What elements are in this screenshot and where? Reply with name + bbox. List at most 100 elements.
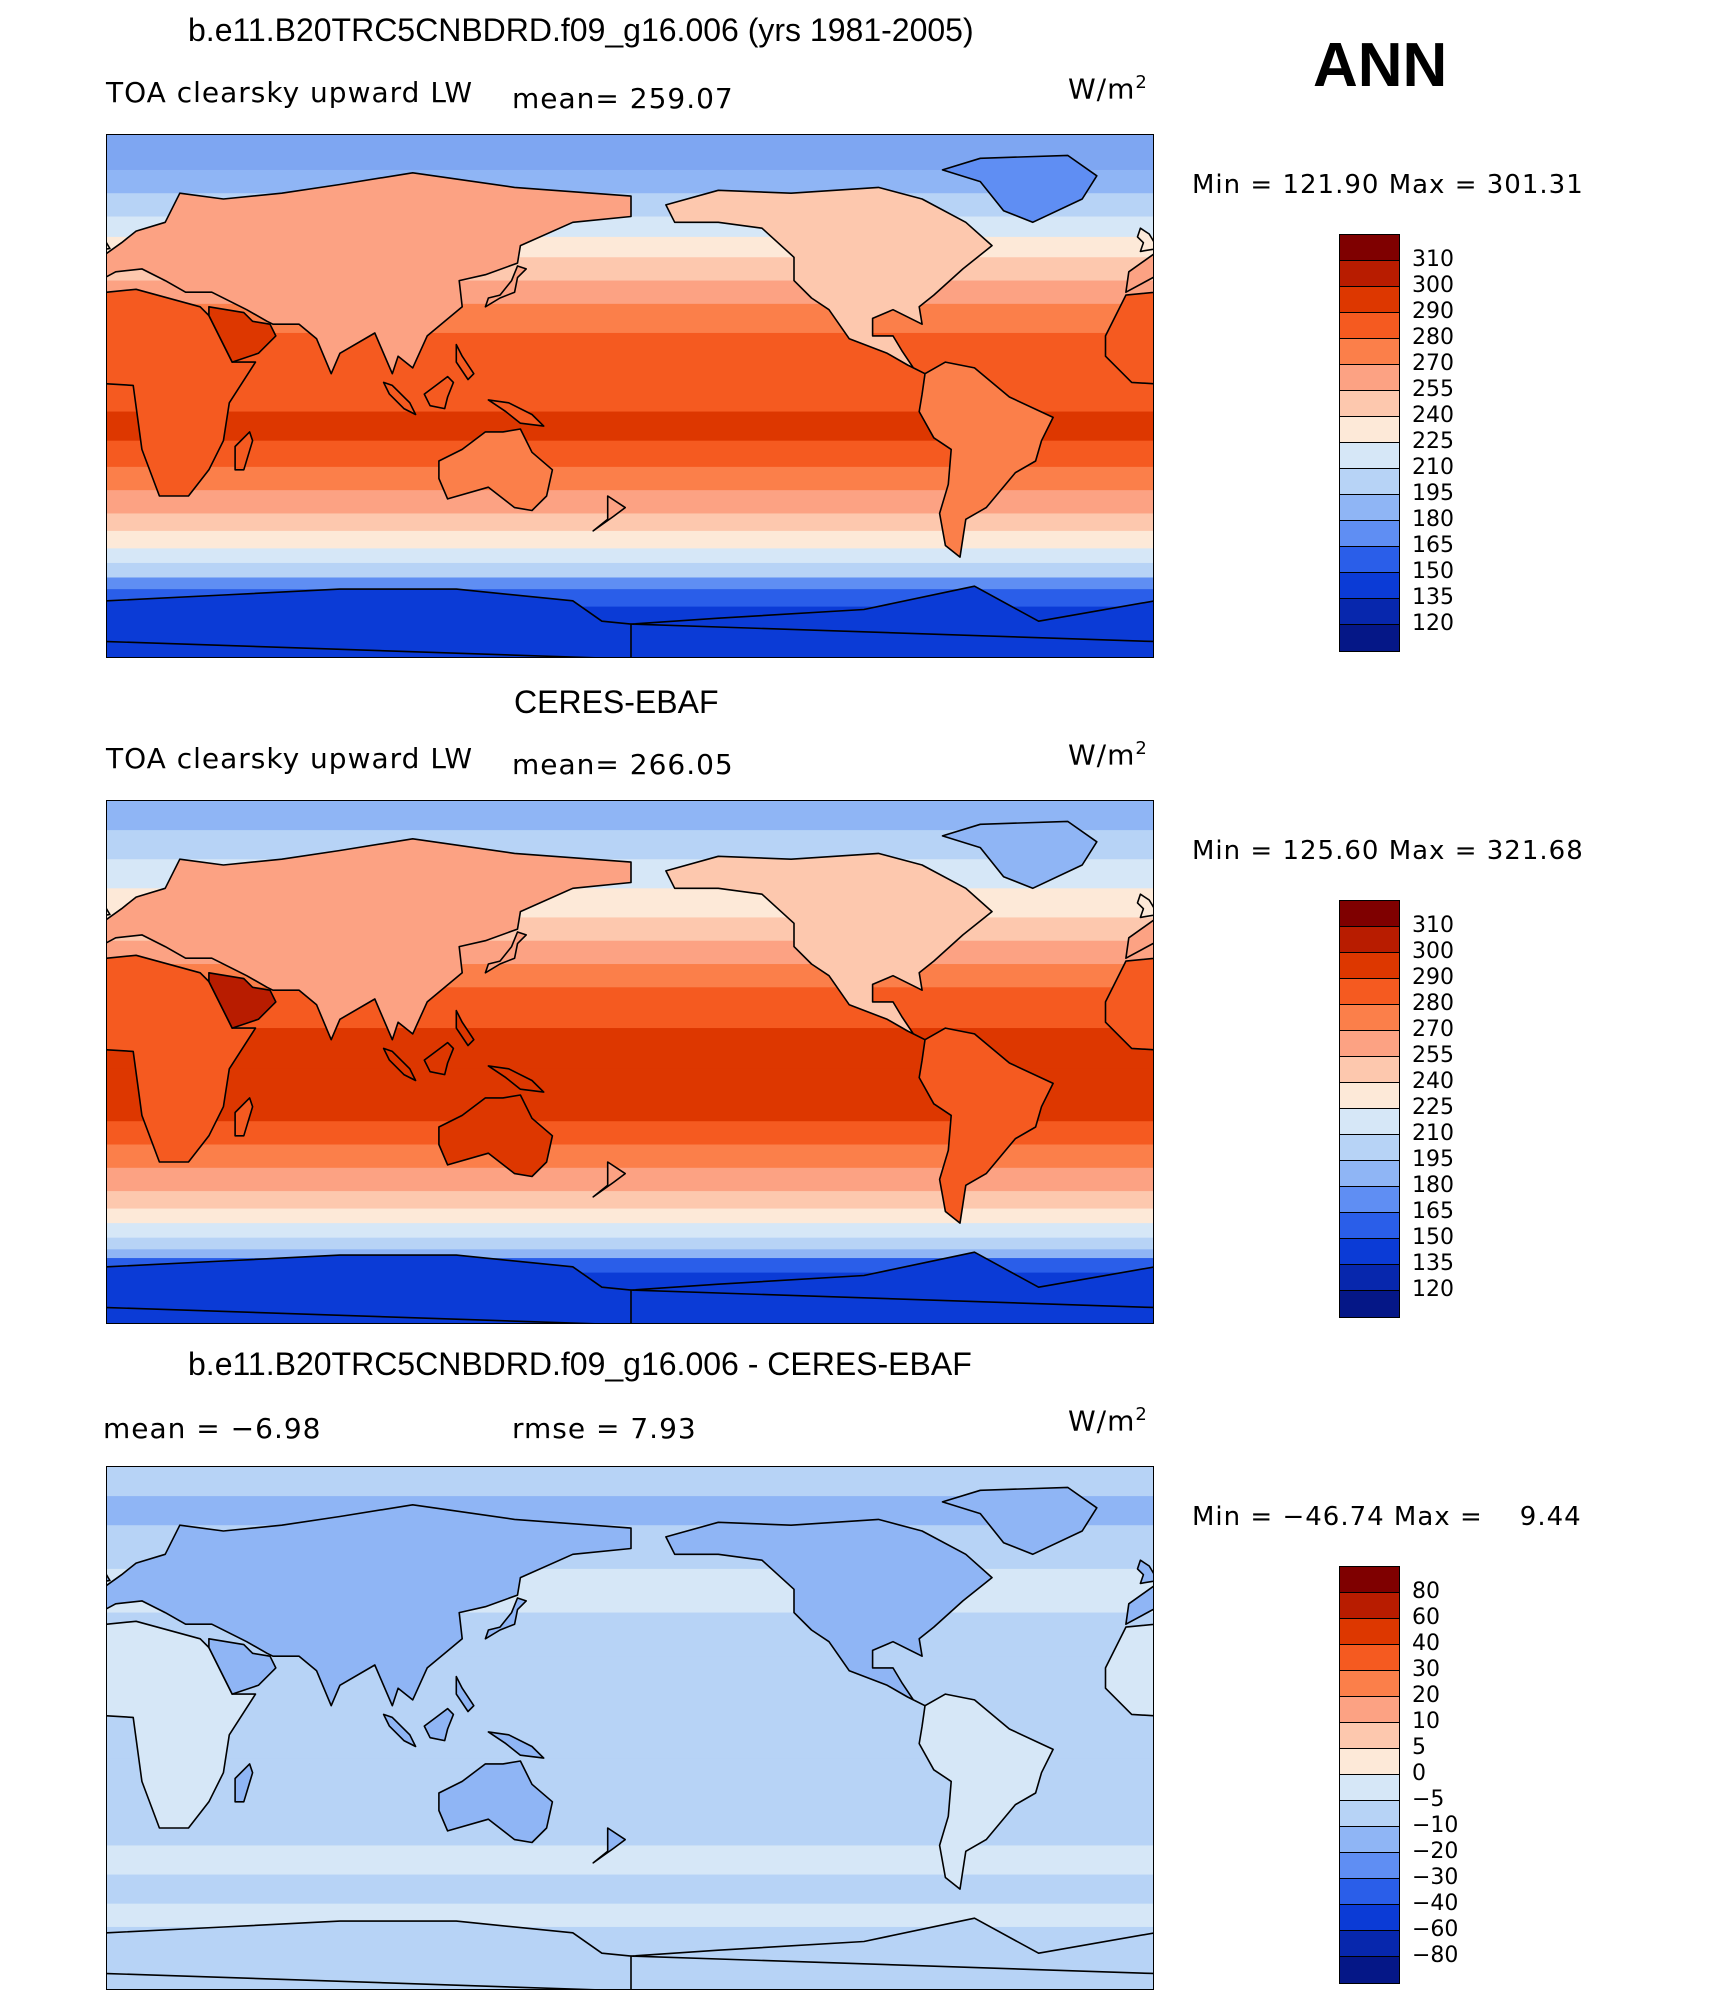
colorbar-swatch <box>1340 365 1399 391</box>
panel-1-mean: mean= 259.07 <box>512 82 734 115</box>
colorbar-swatch <box>1340 1187 1399 1213</box>
colorbar-swatch <box>1340 521 1399 547</box>
colorbar-swatch <box>1340 1905 1399 1931</box>
panel-3-rmse: rmse = 7.93 <box>512 1412 697 1445</box>
coastline-australia <box>438 1094 554 1178</box>
panel-1-map-svg <box>107 135 1153 657</box>
colorbar-swatch <box>1340 979 1399 1005</box>
colorbar-tick-label: 135 <box>1412 1251 1454 1276</box>
panel-2-minmax: Min = 125.60 Max = 321.68 <box>1192 836 1584 866</box>
coastline-namerica <box>665 186 993 375</box>
coastline-japan <box>484 1597 528 1640</box>
coastline-uk <box>1136 893 1153 919</box>
colorbar-swatch <box>1340 927 1399 953</box>
field-band <box>107 1191 1153 1210</box>
coastline-eurasia <box>107 837 632 1041</box>
coastline-antarctica <box>630 585 1153 643</box>
coastline-antarctica <box>107 1920 632 1989</box>
colorbar-swatch <box>1340 1619 1399 1645</box>
coastline-africa <box>1104 1623 1153 1717</box>
coastline-newzealand <box>592 1161 627 1198</box>
colorbar-tick-label: −30 <box>1412 1865 1459 1890</box>
coastline-antarctica <box>630 1917 1153 1975</box>
colorbar-tick-label: 150 <box>1412 559 1454 584</box>
colorbar-swatch <box>1340 1161 1399 1187</box>
colorbar-swatch <box>1340 1957 1399 1983</box>
colorbar-tick-label: 180 <box>1412 1173 1454 1198</box>
season-label: ANN <box>1313 31 1448 100</box>
coastline-samerica <box>918 361 1054 558</box>
colorbar-swatch <box>1340 313 1399 339</box>
colorbar-tick-label: 225 <box>1412 429 1454 454</box>
colorbar-tick-label: 150 <box>1412 1225 1454 1250</box>
coastline-namerica <box>665 1518 993 1707</box>
colorbar-swatch <box>1340 287 1399 313</box>
coastline-samerica <box>918 1693 1054 1890</box>
colorbar-swatch <box>1340 1931 1399 1957</box>
colorbar-swatch <box>1340 599 1399 625</box>
colorbar-swatch <box>1340 417 1399 443</box>
colorbar-swatch <box>1340 1005 1399 1031</box>
panel-1-title: b.e11.B20TRC5CNBDRD.f09_g16.006 (yrs 198… <box>188 12 974 48</box>
colorbar-swatch <box>1340 1879 1399 1905</box>
field-band <box>107 1223 1153 1239</box>
panel-2-title: CERES-EBAF <box>514 684 719 720</box>
coastline-madagascar <box>234 431 254 471</box>
coastline-africa <box>1104 291 1153 385</box>
panel-3-minmax: Min = −46.74 Max = 9.44 <box>1192 1502 1582 1532</box>
panel-3-mean: mean = −6.98 <box>103 1412 322 1445</box>
panel-3-map <box>106 1466 1154 1990</box>
colorbar-tick-label: −60 <box>1412 1917 1459 1942</box>
colorbar-tick-label: −5 <box>1412 1787 1445 1812</box>
coastline-japan <box>484 265 528 308</box>
colorbar-swatch <box>1340 573 1399 599</box>
colorbar-swatch <box>1340 1265 1399 1291</box>
colorbar-tick-label: 5 <box>1412 1735 1426 1760</box>
colorbar-tick-label: 210 <box>1412 1121 1454 1146</box>
coastline-newguinea <box>487 1731 545 1759</box>
colorbar-tick-label: 210 <box>1412 455 1454 480</box>
colorbar-tick-label: 255 <box>1412 377 1454 402</box>
panel-1-minmax: Min = 121.90 Max = 301.31 <box>1192 170 1584 200</box>
colorbar-swatch <box>1340 1291 1399 1317</box>
field-band <box>107 466 1153 491</box>
colorbar-swatch <box>1340 1239 1399 1265</box>
coastline-madagascar <box>234 1097 254 1137</box>
field-band <box>107 987 1153 1029</box>
coastline-borneo <box>423 375 455 410</box>
field-band <box>107 1121 1153 1146</box>
coastline-antarctica <box>107 588 632 657</box>
colorbar-swatch <box>1340 391 1399 417</box>
coastline-eurasia <box>1125 1585 1153 1625</box>
panel-1-units: W/m2 <box>1068 72 1148 106</box>
coastline-japan <box>484 931 528 974</box>
coastline-australia <box>438 1760 554 1844</box>
colorbar-tick-label: 30 <box>1412 1657 1440 1682</box>
colorbar-swatch <box>1340 261 1399 287</box>
field-band <box>107 1903 1153 1928</box>
colorbar-swatch <box>1340 1593 1399 1619</box>
coastline-uk <box>1136 227 1153 253</box>
colorbar-swatch <box>1340 235 1399 261</box>
colorbar-swatch <box>1340 443 1399 469</box>
coastline-greenland <box>941 820 1098 890</box>
coastline-borneo <box>423 1707 455 1742</box>
colorbar-tick-label: 310 <box>1412 247 1454 272</box>
coastline-samerica <box>918 1027 1054 1224</box>
coastline-eurasia <box>107 171 632 375</box>
coastline-arabia <box>208 306 277 363</box>
field-band <box>107 530 1153 549</box>
field-band <box>107 513 1153 532</box>
colorbar-swatch <box>1340 339 1399 365</box>
colorbar-swatch <box>1340 625 1399 651</box>
field-band <box>107 1167 1153 1192</box>
coastline-sumatra <box>382 1713 417 1748</box>
colorbar-tick-label: 255 <box>1412 1043 1454 1068</box>
coastline-arabia <box>208 1638 277 1695</box>
panel-2-mean: mean= 266.05 <box>512 748 734 781</box>
coastline-newguinea <box>487 1065 545 1093</box>
colorbar-swatch <box>1340 547 1399 573</box>
colorbar-swatch <box>1340 495 1399 521</box>
coastline-newguinea <box>487 399 545 427</box>
colorbar-tick-label: 180 <box>1412 507 1454 532</box>
